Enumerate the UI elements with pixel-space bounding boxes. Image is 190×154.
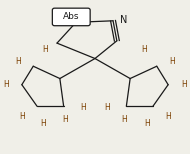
Text: H: H (43, 45, 48, 54)
Text: H: H (142, 45, 147, 54)
Text: H: H (3, 80, 9, 89)
Text: H: H (165, 112, 171, 121)
Text: H: H (169, 57, 175, 66)
Text: H: H (19, 112, 25, 121)
FancyBboxPatch shape (52, 8, 90, 26)
Text: H: H (15, 57, 21, 66)
Text: N: N (120, 15, 128, 25)
Text: H: H (80, 103, 86, 112)
Text: Abs: Abs (63, 12, 79, 21)
Text: H: H (181, 80, 187, 89)
Text: H: H (40, 119, 46, 128)
Text: H: H (63, 115, 68, 124)
Text: H: H (122, 115, 127, 124)
Text: H: H (105, 103, 110, 112)
Text: H: H (144, 119, 150, 128)
